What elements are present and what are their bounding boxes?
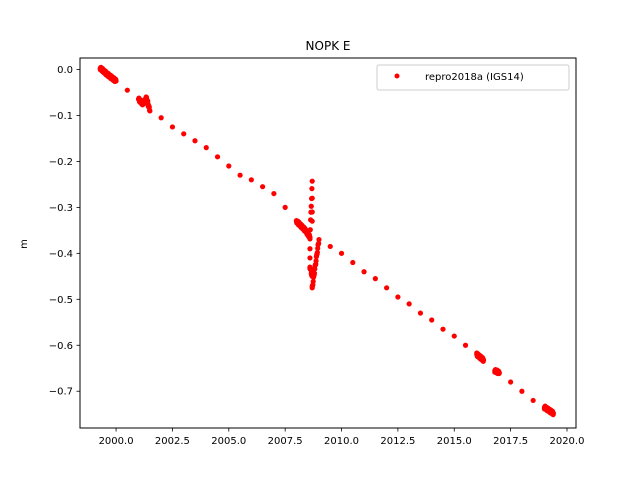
data-point bbox=[214, 154, 221, 160]
data-point bbox=[309, 178, 315, 184]
y-tick-label: −0.1 bbox=[49, 111, 73, 122]
data-point bbox=[248, 177, 254, 183]
data-point bbox=[226, 163, 232, 169]
data-point bbox=[309, 273, 315, 279]
data-point bbox=[181, 131, 187, 137]
x-tick-label: 2007.5 bbox=[268, 436, 303, 447]
data-point bbox=[302, 227, 309, 233]
data-point bbox=[309, 209, 315, 215]
data-point bbox=[384, 285, 390, 291]
data-point bbox=[309, 285, 315, 291]
data-point bbox=[417, 310, 424, 316]
data-point bbox=[338, 250, 345, 256]
y-axis-label: m bbox=[19, 239, 30, 249]
data-point bbox=[310, 278, 316, 285]
data-point bbox=[474, 351, 480, 358]
data-point bbox=[97, 65, 103, 71]
y-tick-label: −0.3 bbox=[49, 203, 73, 214]
data-point bbox=[316, 240, 322, 246]
data-point bbox=[308, 203, 314, 209]
data-point bbox=[309, 186, 315, 192]
data-point bbox=[316, 236, 322, 243]
data-point bbox=[406, 301, 412, 307]
y-tick-label: −0.6 bbox=[49, 341, 73, 352]
legend-label: repro2018a (IGS14) bbox=[425, 72, 524, 83]
data-point bbox=[307, 255, 313, 261]
data-point bbox=[550, 410, 557, 416]
data-point bbox=[307, 264, 313, 270]
data-point bbox=[309, 195, 315, 201]
data-point bbox=[496, 370, 502, 376]
data-point bbox=[480, 357, 487, 363]
x-tick-label: 2012.5 bbox=[380, 436, 415, 447]
data-point bbox=[271, 190, 277, 197]
data-point bbox=[541, 404, 548, 410]
legend-marker bbox=[394, 73, 400, 79]
data-point bbox=[451, 333, 457, 339]
data-point bbox=[307, 234, 313, 240]
data-point bbox=[169, 124, 176, 130]
axes-frame bbox=[79, 57, 577, 429]
chart-title: NOPK E bbox=[306, 39, 351, 53]
y-tick-label: −0.7 bbox=[49, 387, 73, 398]
y-tick-label: −0.4 bbox=[49, 249, 73, 260]
data-point bbox=[140, 101, 146, 107]
data-point bbox=[293, 218, 300, 224]
data-point bbox=[440, 326, 446, 332]
data-point bbox=[519, 388, 525, 394]
y-tick-label: −0.2 bbox=[49, 157, 73, 168]
legend: repro2018a (IGS14) bbox=[376, 64, 570, 91]
data-point bbox=[313, 258, 319, 264]
plot-area: 2000.0 2002.5 2005.0 2007.5 2010.0 2012.5 2015… bbox=[49, 64, 584, 447]
data-point bbox=[136, 96, 142, 102]
data-point bbox=[113, 78, 119, 84]
x-tick-label: 2015.0 bbox=[437, 436, 472, 447]
data-point bbox=[309, 218, 315, 224]
data-point bbox=[314, 249, 320, 256]
data-point bbox=[462, 342, 469, 348]
legend-box bbox=[376, 64, 570, 91]
data-point bbox=[260, 184, 266, 190]
data-point bbox=[361, 269, 367, 275]
data-point bbox=[372, 276, 378, 282]
data-point bbox=[395, 294, 401, 300]
data-point bbox=[492, 367, 498, 374]
x-tick-label: 2017.5 bbox=[493, 436, 528, 447]
data-point bbox=[124, 87, 130, 93]
data-point bbox=[192, 138, 198, 144]
data-point bbox=[282, 204, 288, 210]
x-tick-label: 2005.0 bbox=[211, 436, 246, 447]
data-point bbox=[508, 379, 514, 385]
x-tick-label: 2002.5 bbox=[155, 436, 190, 447]
data-point bbox=[104, 71, 110, 77]
y-tick-label: 0.0 bbox=[57, 65, 73, 76]
data-point bbox=[237, 172, 243, 178]
data-point bbox=[307, 246, 313, 252]
x-tick-label: 2010.0 bbox=[324, 436, 359, 447]
data-point bbox=[143, 95, 150, 101]
data-point bbox=[530, 397, 536, 404]
data-point bbox=[350, 259, 356, 266]
y-tick-label: −0.5 bbox=[49, 295, 73, 306]
data-point bbox=[327, 243, 333, 250]
data-point bbox=[429, 317, 435, 323]
data-point bbox=[307, 227, 313, 233]
data-point bbox=[158, 115, 164, 121]
x-tick-label: 2000.0 bbox=[99, 436, 134, 447]
x-tick-label: 2020.0 bbox=[549, 436, 584, 447]
data-point bbox=[147, 108, 153, 114]
data-point bbox=[203, 145, 209, 151]
